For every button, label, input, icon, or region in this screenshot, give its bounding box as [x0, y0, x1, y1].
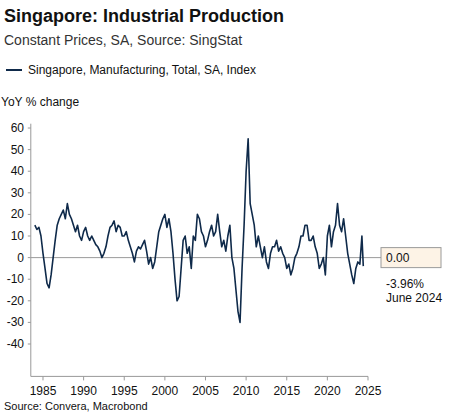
y-tick-label: 10 — [11, 229, 25, 243]
x-tick — [205, 376, 206, 380]
y-tick-label: 40 — [11, 164, 25, 178]
source: Source: Convera, Macrobond — [4, 400, 148, 412]
y-tick — [28, 214, 31, 215]
x-tick — [164, 376, 165, 380]
y-axis-line — [30, 124, 31, 377]
reference-label: 0.00 — [386, 251, 410, 265]
x-tick — [246, 376, 247, 380]
y-tick — [28, 344, 31, 345]
x-tick — [42, 376, 43, 380]
x-tick-label: 1985 — [30, 384, 57, 398]
x-tick-label: 2005 — [192, 384, 219, 398]
y-tick — [28, 192, 31, 193]
x-tick-label: 2010 — [233, 384, 260, 398]
y-tick-label: 60 — [11, 121, 25, 135]
y-tick — [28, 300, 31, 301]
value-box — [381, 248, 441, 268]
x-tick — [124, 376, 125, 380]
y-tick — [28, 236, 31, 237]
x-axis-line — [31, 376, 368, 377]
y-tick-label: -10 — [7, 272, 25, 286]
legend-entry: Singapore, Manufacturing, Total, SA, Ind… — [28, 63, 256, 77]
y-tick-label: -40 — [7, 337, 25, 351]
x-tick-label: 2000 — [152, 384, 179, 398]
chart: Singapore: Industrial Production Constant… — [0, 0, 454, 417]
x-tick — [368, 376, 369, 380]
y-tick-label: 30 — [11, 186, 25, 200]
y-tick — [28, 171, 31, 172]
y-tick-label: 20 — [11, 207, 25, 221]
x-tick-label: 2020 — [314, 384, 341, 398]
plot-area — [31, 139, 368, 323]
x-tick-label: 1995 — [111, 384, 138, 398]
y-tick — [28, 257, 31, 258]
title: Singapore: Industrial Production — [4, 6, 284, 26]
x-tick — [327, 376, 328, 380]
legend-swatch — [6, 69, 22, 71]
annotation-value: -3.96% — [386, 277, 424, 291]
y-tick — [28, 149, 31, 150]
x-tick-label: 1990 — [70, 384, 97, 398]
y-tick-label: 0 — [17, 251, 24, 265]
annotation-date: June 2024 — [386, 291, 442, 305]
y-tick-label: -20 — [7, 294, 25, 308]
y-tick — [28, 128, 31, 129]
y-tick — [28, 279, 31, 280]
x-tick — [83, 376, 84, 380]
y-tick-label: 50 — [11, 143, 25, 157]
y-tick — [28, 322, 31, 323]
leader-line — [368, 257, 381, 258]
subtitle: Constant Prices, SA, Source: SingStat — [4, 32, 242, 48]
x-tick-label: 2025 — [355, 384, 382, 398]
x-tick-label: 2015 — [273, 384, 300, 398]
annotation-anchor — [363, 266, 364, 267]
y-axis-label: YoY % change — [1, 95, 79, 109]
y-tick-label: -30 — [7, 315, 25, 329]
x-tick — [286, 376, 287, 380]
series-line — [35, 139, 363, 323]
